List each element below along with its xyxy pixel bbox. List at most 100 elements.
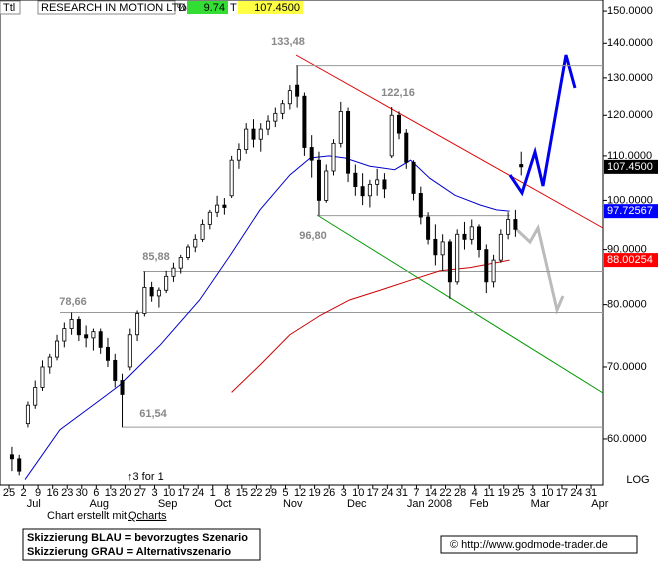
- candle-body: [251, 128, 256, 140]
- credit-tool: Qcharts: [128, 510, 167, 522]
- candle-body: [236, 149, 241, 161]
- candle-body: [200, 223, 205, 240]
- x-tick-label: 15: [236, 487, 248, 499]
- x-tick-label: 13: [105, 487, 117, 499]
- price-box: [604, 253, 658, 268]
- candle-body: [346, 111, 351, 174]
- header-last: 107.4500: [254, 2, 300, 14]
- month-label: Mar: [531, 498, 550, 510]
- candle-body: [295, 84, 300, 97]
- candle-body: [367, 183, 372, 197]
- candle-body: [244, 128, 249, 150]
- candle-body: [258, 128, 263, 140]
- candle-body: [477, 226, 482, 251]
- candle-body: [120, 380, 125, 395]
- candle-body: [302, 95, 307, 148]
- split-note: ↑3 for 1: [127, 471, 164, 483]
- candle-body: [469, 226, 474, 240]
- scenario-gray: [513, 223, 565, 315]
- month-label: Jan 2008: [407, 498, 452, 510]
- x-tick-label: 24: [570, 487, 582, 499]
- y-tick-label: 120.0000: [607, 109, 653, 121]
- x-tick-label: 4: [472, 487, 478, 499]
- x-tick-label: 10: [352, 487, 364, 499]
- header-pct-label: %: [177, 2, 187, 14]
- header-name: RESEARCH IN MOTION LTD: [41, 2, 186, 14]
- x-tick-label: 12: [294, 487, 306, 499]
- x-tick-label: 31: [585, 487, 597, 499]
- candle-body: [498, 233, 503, 261]
- candle-body: [309, 147, 314, 161]
- y-tick-label: 60.0000: [607, 433, 647, 445]
- header-t-label: T: [230, 2, 237, 14]
- candle-body: [69, 319, 74, 329]
- candle-body: [149, 287, 154, 297]
- x-tick-label: 19: [308, 487, 320, 499]
- x-tick-label: 22: [250, 487, 262, 499]
- x-tick-label: 27: [134, 487, 146, 499]
- price-box-label: 97.72567: [607, 205, 653, 217]
- x-tick-label: 5: [282, 487, 288, 499]
- month-label: Sep: [158, 498, 178, 510]
- x-tick-label: 24: [381, 487, 393, 499]
- candle-body: [229, 159, 234, 197]
- candle-body: [127, 334, 132, 368]
- candle-body: [105, 346, 110, 361]
- level-label: 85,88: [142, 251, 170, 263]
- x-tick-label: 16: [47, 487, 59, 499]
- legend-blue: Skizzierung BLAU = bevorzugtes Szenario: [27, 532, 248, 544]
- candle-body: [462, 233, 467, 240]
- candle-body: [396, 114, 401, 134]
- x-tick-label: 17: [178, 487, 190, 499]
- y-tick-label: 100.0000: [607, 194, 653, 206]
- price-box-label: 107.4500: [607, 161, 653, 173]
- month-label: Oct: [214, 498, 231, 510]
- candle-body: [324, 170, 329, 201]
- candle-body: [513, 219, 518, 230]
- x-tick-label: 2: [21, 487, 27, 499]
- candle-body: [215, 204, 220, 213]
- candle-body: [156, 289, 161, 297]
- candle-body: [440, 241, 445, 256]
- candle-body: [447, 241, 452, 283]
- candle-body: [98, 331, 103, 348]
- candle-body: [433, 238, 438, 256]
- x-tick-label: 14: [425, 487, 437, 499]
- y-tick-label: 130.0000: [607, 72, 653, 84]
- x-tick-label: 8: [224, 487, 230, 499]
- y-tick-label: 90.0000: [607, 244, 647, 256]
- candle-body: [17, 458, 22, 472]
- x-tick-label: 25: [3, 487, 15, 499]
- header-box: [187, 1, 228, 14]
- x-tick-label: 20: [119, 487, 131, 499]
- candle-body: [382, 179, 387, 190]
- candle-body: [193, 238, 198, 248]
- x-tick-label: 11: [483, 487, 494, 499]
- scale-label: LOG: [626, 474, 649, 486]
- candle-body: [171, 267, 176, 277]
- level-label: 122,16: [381, 87, 415, 99]
- legend-gray: Skizzierung GRAU = Alternativszenario: [27, 546, 231, 558]
- x-tick-label: 10: [163, 487, 175, 499]
- candle-body: [338, 111, 343, 144]
- x-tick-label: 3: [151, 487, 157, 499]
- candle-body: [491, 259, 496, 283]
- candle-body: [207, 211, 212, 225]
- candle-body: [455, 233, 460, 283]
- candle-body: [389, 114, 394, 157]
- candle-body: [331, 142, 336, 172]
- header-box: [0, 0, 21, 15]
- trend-line: [295, 54, 604, 229]
- header-box: [238, 1, 303, 14]
- x-tick-label: 6: [93, 487, 99, 499]
- y-tick-label: 140.0000: [607, 37, 653, 49]
- month-label: Jul: [27, 498, 41, 510]
- credit: Chart erstellt mit: [47, 510, 127, 522]
- x-tick-label: 17: [556, 487, 568, 499]
- plot-frame: [0, 0, 604, 486]
- y-tick-label: 80.0000: [607, 299, 647, 311]
- candle-body: [280, 103, 285, 114]
- moving-average: [231, 259, 510, 393]
- x-tick-label: 31: [396, 487, 408, 499]
- trend-line: [316, 214, 604, 394]
